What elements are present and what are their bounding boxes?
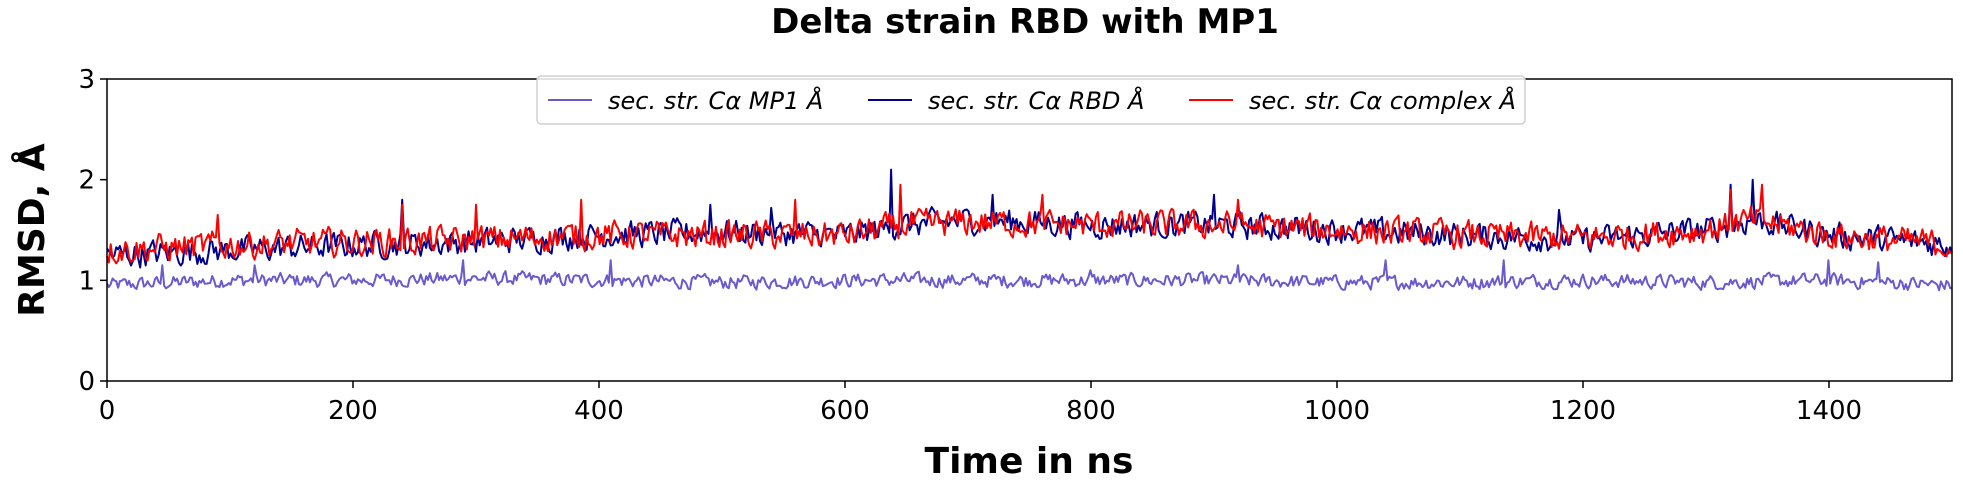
x-tick-label: 600 bbox=[820, 396, 870, 426]
series-line-0 bbox=[106, 259, 1953, 292]
legend-label: sec. str. Cα complex Å bbox=[1249, 86, 1516, 115]
legend-label: sec. str. Cα RBD Å bbox=[928, 86, 1144, 115]
legend-label: sec. str. Cα MP1 Å bbox=[608, 86, 823, 115]
x-tick-label: 1000 bbox=[1304, 396, 1370, 426]
chart-title: Delta strain RBD with MP1 bbox=[771, 2, 1279, 42]
y-tick-label: 2 bbox=[78, 166, 95, 196]
x-tick-label: 1200 bbox=[1550, 396, 1616, 426]
x-tick-label: 400 bbox=[574, 396, 624, 426]
x-tick-label: 200 bbox=[328, 396, 378, 426]
y-axis: 0 1 2 3 bbox=[78, 65, 107, 397]
legend: sec. str. Cα MP1 Å sec. str. Cα RBD Å sec.… bbox=[536, 75, 1526, 125]
legend-box bbox=[536, 75, 1526, 125]
y-tick-label: 3 bbox=[78, 65, 95, 95]
x-tick-label: 0 bbox=[99, 396, 116, 426]
x-axis-label: Time in ns bbox=[925, 441, 1134, 482]
series-line-2 bbox=[106, 183, 1953, 265]
x-tick-label: 800 bbox=[1066, 396, 1116, 426]
y-tick-label: 0 bbox=[78, 367, 95, 397]
y-tick-label: 1 bbox=[78, 266, 95, 296]
y-axis-label: RMSD, Å bbox=[11, 143, 53, 317]
plot-lines bbox=[106, 168, 1953, 292]
x-tick-label: 1400 bbox=[1796, 396, 1862, 426]
x-axis: 0 200 400 600 800 1000 1200 1400 bbox=[99, 381, 1862, 426]
